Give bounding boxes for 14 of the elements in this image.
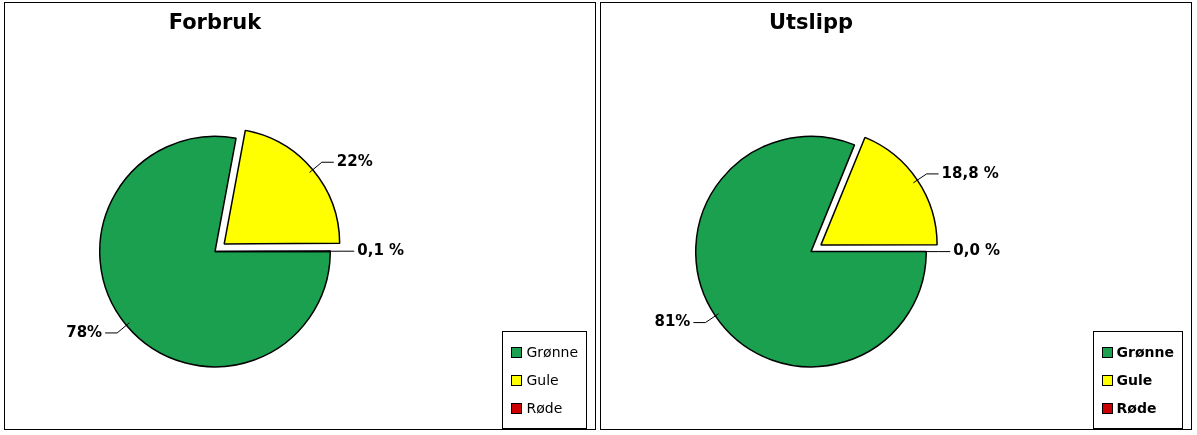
legend-label: Grønne (526, 344, 578, 360)
legend-label: Grønne (1116, 344, 1174, 360)
legend-label: Gule (1116, 372, 1153, 388)
legend-label: Gule (526, 372, 559, 388)
legend-label: Røde (526, 400, 563, 416)
chart-title: Utslipp (768, 10, 854, 35)
text: 0,0 % (953, 241, 1001, 260)
chart-title: Forbruk (168, 10, 263, 35)
data-label: 18,8 % (941, 163, 999, 182)
data-label: 78% (66, 322, 103, 341)
data-label: 22% (336, 152, 373, 171)
data-label: 0,1 % (357, 241, 405, 260)
legend-label: Røde (1116, 400, 1157, 416)
data-label: 81% (654, 312, 691, 331)
